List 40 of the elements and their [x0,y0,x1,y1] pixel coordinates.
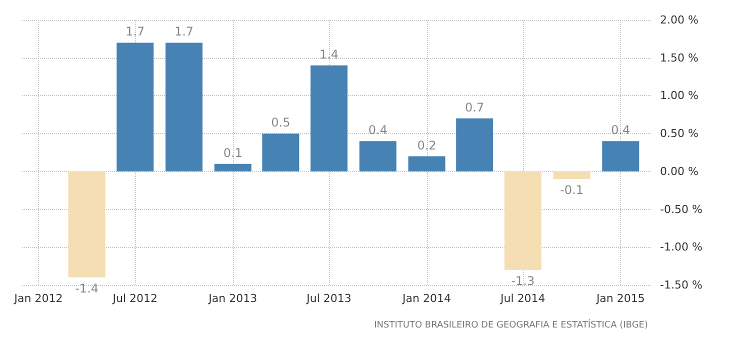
data-label: 0.5 [271,116,290,130]
data-label: 0.4 [368,123,388,138]
x-tick-label: Jan 2014 [402,292,451,305]
y-tick-label: 1.50 % [660,51,698,64]
x-tick-label: Jul 2012 [112,292,158,305]
y-tick-label: -0.50 % [660,202,702,216]
y-tick-label: -1.50 % [660,278,702,292]
x-tick-label: Jul 2014 [500,292,546,305]
data-label: 0.7 [465,100,484,114]
y-tick-label: 1.00 % [660,89,698,102]
data-label: -0.1 [560,183,584,197]
bar [408,156,446,172]
data-label: -1.4 [75,281,99,296]
bar [456,118,494,172]
bar [214,164,252,172]
y-tick-label: -1.00 % [660,240,702,254]
x-tick-label: Jan 2012 [13,292,63,305]
data-label: 0.2 [417,138,436,152]
y-tick-label: 0.00 % [660,164,698,178]
bar [68,171,106,278]
bar [359,141,396,172]
x-tick-label: Jul 2013 [306,292,352,305]
text: INSTITUTO BRASILEIRO DE GEOGRAFIA E ESTATÍSTICA (IBGE) [374,318,648,330]
data-label: 1.7 [126,24,145,39]
data-label: 0.1 [223,146,242,160]
bar [602,141,640,172]
data-label: 1.4 [319,47,339,62]
y-tick-label: 0.50 % [660,127,698,140]
bar [166,42,203,172]
bar [504,171,542,270]
bar [310,65,348,172]
y-tick-label: 2.00 % [660,14,698,26]
x-tick-label: Jan 2015 [595,292,645,305]
data-label: 0.4 [611,123,630,138]
data-label: -1.3 [511,274,535,288]
bar [553,171,590,179]
x-tick-label: Jan 2013 [208,292,258,305]
bar [116,42,154,172]
data-label: 1.7 [174,24,194,39]
bar [262,134,300,172]
